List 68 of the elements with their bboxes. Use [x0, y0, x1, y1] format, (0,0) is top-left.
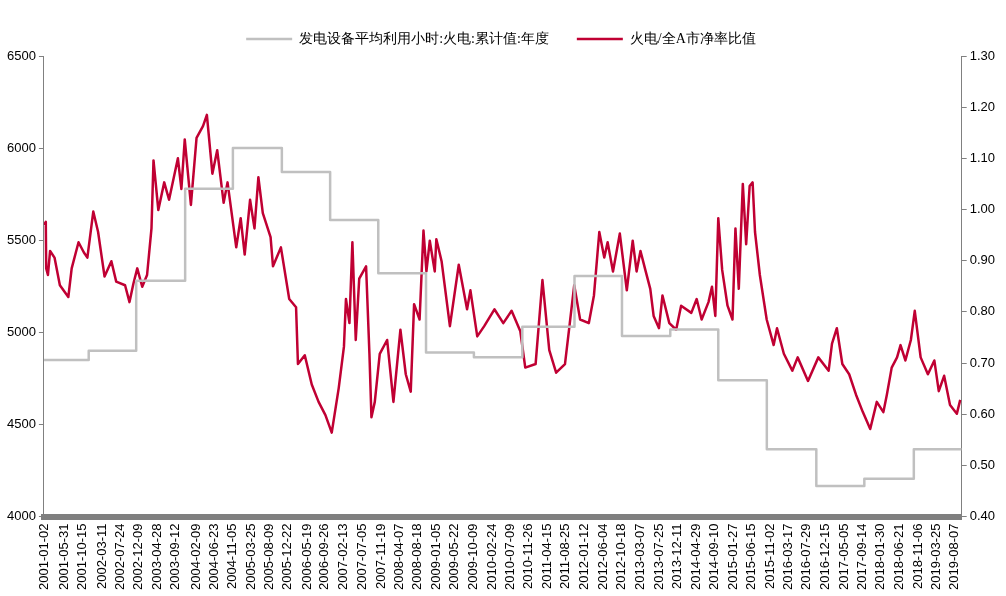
y2-tick-label: 0.50: [969, 456, 996, 472]
x-tick-label: 2018-11-06: [909, 523, 925, 590]
x-tick-label: 2010-11-26: [520, 523, 536, 590]
x-tick-label: 2006-09-26: [316, 523, 332, 590]
x-tick-label: 2009-10-09: [465, 523, 481, 590]
x-tick-label: 2015-01-27: [724, 523, 740, 590]
x-tick-label: 2013-03-07: [632, 523, 648, 590]
y-tick-label: 5000: [7, 323, 36, 339]
x-tick-label: 2001-05-31: [55, 523, 71, 590]
x-tick-label: 2007-07-05: [354, 523, 370, 590]
x-tick-label: 2015-06-15: [743, 523, 759, 590]
y-tick-label: 5500: [7, 231, 36, 247]
x-tick-label: 2012-06-04: [595, 523, 611, 590]
x-tick-label: 2009-05-22: [446, 523, 462, 590]
y2-tick-label: 1.00: [969, 201, 996, 217]
x-tick-label: 2008-04-07: [391, 523, 407, 590]
x-tick-label: 2015-11-02: [762, 523, 778, 590]
x-tick-label: 2016-12-15: [817, 523, 833, 590]
y2-tick-label: 0.60: [969, 405, 996, 421]
x-tick-label: 2001-01-02: [35, 523, 51, 590]
y2-tick-label: 1.30: [969, 47, 996, 63]
x-tick-label: 2011-04-15: [539, 523, 555, 590]
x-tick-label: 2016-07-29: [798, 523, 814, 590]
y2-tick-label: 0.80: [969, 303, 996, 319]
x-tick-label: 2001-10-15: [73, 523, 89, 590]
x-tick-label: 2014-09-10: [706, 523, 722, 590]
x-tick-label: 2002-03-11: [93, 523, 109, 590]
x-tick-label: 2009-01-05: [427, 523, 443, 590]
x-tick-label: 2013-07-25: [650, 523, 666, 590]
x-tick-label: 2012-01-12: [575, 523, 591, 590]
x-tick-label: 2005-08-09: [260, 523, 276, 590]
y-tick-label: 4500: [7, 415, 36, 431]
y2-tick-label: 0.90: [969, 252, 996, 268]
x-tick-label: 2017-05-05: [835, 523, 851, 590]
y-tick-label: 4000: [7, 508, 36, 524]
legend-label: 火电/全A市净率比值: [629, 30, 756, 46]
y2-tick-label: 0.70: [969, 354, 996, 370]
x-tick-label: 2003-04-28: [149, 523, 165, 590]
x-tick-label: 2012-10-18: [613, 523, 629, 590]
x-tick-label: 2013-12-11: [669, 523, 685, 590]
x-tick-label: 2004-06-23: [205, 523, 221, 590]
x-tick-label: 2016-03-17: [780, 523, 796, 590]
x-tick-label: 2002-07-24: [111, 523, 127, 590]
x-tick-label: 2003-09-12: [167, 523, 183, 590]
x-tick-label: 2007-02-13: [335, 523, 351, 590]
x-tick-label: 2011-08-25: [556, 523, 572, 590]
x-tick-label: 2014-04-29: [688, 523, 704, 590]
x-tick-label: 2019-08-07: [946, 523, 962, 590]
legend-label: 发电设备平均利用小时:火电:累计值:年度: [299, 30, 549, 46]
x-tick-label: 2018-01-30: [872, 523, 888, 590]
x-tick-label: 2004-11-05: [223, 523, 239, 590]
x-tick-label: 2005-12-22: [279, 523, 295, 590]
x-tick-label: 2007-11-19: [372, 523, 388, 590]
x-tick-label: 2006-05-19: [298, 523, 314, 590]
x-tick-label: 2010-02-24: [483, 523, 499, 590]
y2-tick-label: 0.40: [969, 508, 996, 524]
y-tick-label: 6500: [7, 47, 36, 63]
y2-tick-label: 1.10: [969, 149, 996, 165]
x-tick-label: 2010-07-09: [501, 523, 517, 590]
x-tick-label: 2017-09-14: [853, 523, 869, 590]
x-tick-label: 2018-06-21: [891, 523, 907, 590]
x-tick-label: 2004-02-09: [187, 523, 203, 590]
x-tick-label: 2005-03-25: [242, 523, 258, 590]
x-tick-label: 2019-03-25: [928, 523, 944, 590]
x-tick-label: 2008-08-18: [409, 523, 425, 590]
y2-tick-label: 1.20: [969, 98, 996, 114]
x-tick-label: 2002-12-09: [130, 523, 146, 590]
y-tick-label: 6000: [7, 139, 36, 155]
